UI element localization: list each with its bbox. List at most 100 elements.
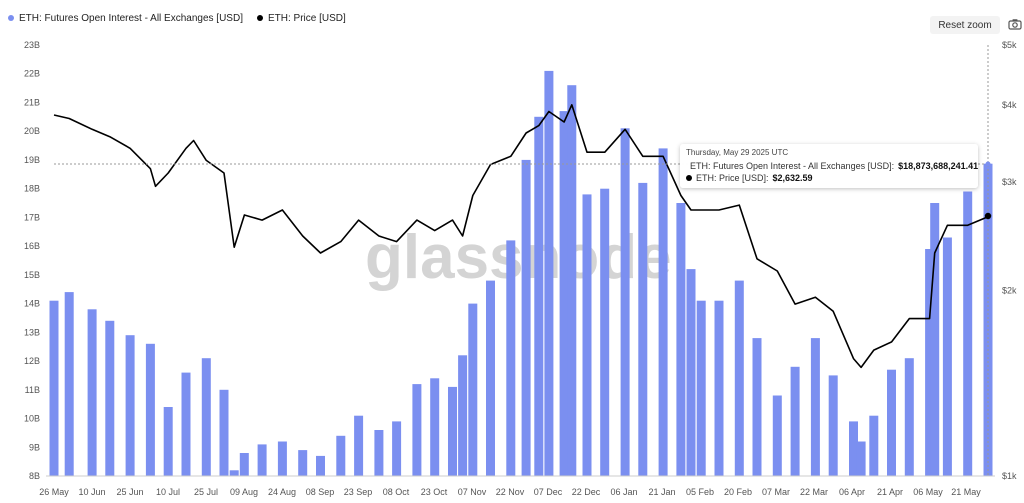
open-interest-bar <box>64 292 74 476</box>
tooltip-row-open-interest: ETH: Futures Open Interest - All Exchang… <box>686 160 978 172</box>
open-interest-bar <box>752 338 762 476</box>
tooltip-price-dot <box>686 175 692 181</box>
open-interest-bar <box>887 369 896 476</box>
y-left-tick-label: 9B <box>29 442 40 452</box>
y-left-tick-label: 10B <box>24 414 40 424</box>
x-tick-label: 20 Feb <box>724 487 752 497</box>
watermark-text: glassnode <box>365 223 672 292</box>
open-interest-bar <box>392 421 402 476</box>
legend-item-open-interest[interactable]: ETH: Futures Open Interest - All Exchang… <box>8 10 243 26</box>
open-interest-bar <box>714 300 724 476</box>
open-interest-bar <box>963 191 973 476</box>
legend-price-label: ETH: Price [USD] <box>267 12 346 24</box>
y-right-tick-label: $3k <box>1002 177 1017 187</box>
chart-legend: ETH: Futures Open Interest - All Exchang… <box>8 10 346 26</box>
tooltip-price-value: $2,632.59 <box>772 173 813 183</box>
open-interest-bar <box>145 343 155 476</box>
open-interest-bar <box>930 203 940 476</box>
x-tick-label: 07 Nov <box>458 487 487 497</box>
open-interest-bar <box>181 372 191 476</box>
x-tick-label: 23 Sep <box>344 487 373 497</box>
open-interest-bar <box>828 375 838 476</box>
x-tick-label: 21 Jan <box>648 487 675 497</box>
y-left-tick-label: 20B <box>24 126 40 136</box>
open-interest-bar <box>686 269 696 476</box>
open-interest-bar <box>620 128 630 477</box>
y-right-tick-label: $2k <box>1002 285 1017 295</box>
legend-item-price[interactable]: ETH: Price [USD] <box>256 10 346 26</box>
price-hover-point <box>984 212 992 220</box>
x-tick-label: 10 Jul <box>156 487 180 497</box>
camera-icon[interactable] <box>1008 17 1022 31</box>
x-tick-label: 21 Apr <box>877 487 903 497</box>
x-tick-label: 05 Feb <box>686 487 714 497</box>
open-interest-bar <box>239 453 249 476</box>
y-left-tick-label: 16B <box>24 241 40 251</box>
x-tick-label: 22 Dec <box>572 487 601 497</box>
open-interest-bar <box>856 441 866 476</box>
x-tick-label: 26 May <box>39 487 69 497</box>
open-interest-bars <box>49 70 993 477</box>
x-axis-ticks: 26 May 10 Jun 25 Jun 10 Jul 25 Jul 09 Aug 24 A… <box>39 487 981 497</box>
open-interest-bar <box>676 203 686 476</box>
y-left-tick-label: 18B <box>24 184 40 194</box>
x-tick-label: 25 Jun <box>116 487 143 497</box>
price-line <box>53 104 989 369</box>
x-tick-label: 08 Sep <box>306 487 335 497</box>
open-interest-bar <box>790 366 800 476</box>
x-tick-label: 22 Nov <box>496 487 525 497</box>
open-interest-bar <box>430 378 440 476</box>
x-tick-label: 06 May <box>913 487 943 497</box>
open-interest-hover-point <box>985 161 991 167</box>
open-interest-bar <box>219 389 229 476</box>
open-interest-bar <box>638 182 648 476</box>
open-interest-bar <box>544 70 554 477</box>
y-axis-left: 8B 9B 10B 11B 12B 13B 14B 15B 16B 17B 18B 19B 20B 21B… <box>24 40 40 481</box>
open-interest-bar <box>354 415 364 476</box>
tooltip-open-interest-value: $18,873,688,241.41 <box>898 161 979 171</box>
open-interest-bar <box>696 300 706 476</box>
open-interest-bar <box>277 441 287 476</box>
open-interest-bar <box>125 335 135 476</box>
x-tick-label: 22 Mar <box>800 487 828 497</box>
hover-tooltip: Thursday, May 29 2025 UTC ETH: Futures O… <box>680 144 978 188</box>
x-tick-label: 23 Oct <box>421 487 448 497</box>
tooltip-open-interest-label: ETH: Futures Open Interest - All Exchang… <box>690 161 895 171</box>
x-tick-label: 25 Jul <box>194 487 218 497</box>
open-interest-bar <box>600 188 610 476</box>
open-interest-bar <box>559 111 569 476</box>
reset-zoom-button[interactable]: Reset zoom <box>930 16 1000 34</box>
y-left-tick-label: 21B <box>24 98 40 108</box>
open-interest-bar <box>486 280 495 476</box>
open-interest-bar <box>772 395 782 476</box>
y-left-tick-label: 14B <box>24 299 40 309</box>
open-interest-bar <box>582 194 592 476</box>
y-left-tick-label: 12B <box>24 356 40 366</box>
y-left-tick-label: 13B <box>24 327 40 337</box>
x-tick-label: 08 Oct <box>383 487 410 497</box>
y-left-tick-label: 15B <box>24 270 40 280</box>
open-interest-bar <box>298 450 308 476</box>
open-interest-bar <box>468 303 478 476</box>
open-interest-bar <box>458 355 468 476</box>
open-interest-bar <box>904 358 914 476</box>
open-interest-bar <box>849 421 858 476</box>
open-interest-bar <box>983 163 993 476</box>
open-interest-bar <box>942 237 952 476</box>
y-axis-right: $1k $2k $3k $4k $5k <box>1002 40 1017 481</box>
open-interest-bar <box>506 240 516 476</box>
open-interest-bar <box>521 159 531 476</box>
open-interest-bar <box>374 430 384 476</box>
open-interest-bar <box>49 300 59 476</box>
x-tick-label: 07 Dec <box>534 487 563 497</box>
y-right-tick-label: $1k <box>1002 471 1017 481</box>
tooltip-date: Thursday, May 29 2025 UTC <box>686 148 789 157</box>
open-interest-bar <box>869 415 879 476</box>
open-interest-bar <box>925 249 935 476</box>
open-interest-bar <box>87 309 97 476</box>
legend-open-interest-label: ETH: Futures Open Interest - All Exchang… <box>19 12 243 24</box>
open-interest-bar <box>658 148 668 476</box>
x-tick-label: 09 Aug <box>230 487 258 497</box>
open-interest-bar <box>810 338 820 476</box>
